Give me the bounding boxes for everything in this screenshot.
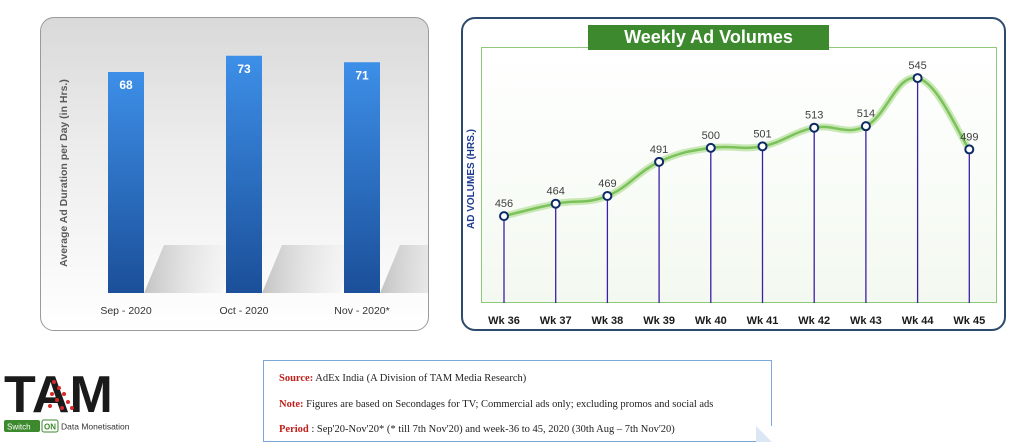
line-marker bbox=[912, 73, 923, 84]
note-text: Figures are based on Secondages for TV; … bbox=[303, 399, 714, 410]
bar-chart: 68 Sep - 2020 73 Oct - 2020 71 Nov - 2020* Av… bbox=[58, 55, 428, 317]
line-x-tick-label: Wk 44 bbox=[902, 315, 935, 327]
source-note-box: Source: AdEx India (A Division of TAM Me… bbox=[263, 360, 772, 442]
logo-switch-pill bbox=[4, 420, 40, 432]
page-fold bbox=[756, 426, 772, 442]
line-chart-title: Weekly Ad Volumes bbox=[588, 25, 829, 50]
logo-on: ON bbox=[44, 423, 56, 432]
logo-on-pill bbox=[41, 419, 59, 433]
line-data-label: 514 bbox=[857, 108, 875, 120]
line-data-label: 491 bbox=[650, 144, 668, 156]
period-line: Period : Sep'20-Nov'20* (* till 7th Nov'… bbox=[279, 424, 675, 435]
line-x-tick-label: Wk 39 bbox=[643, 315, 675, 327]
bar-data-label: 68 bbox=[119, 78, 133, 92]
line-x-tick-label: Wk 40 bbox=[695, 315, 727, 327]
line-data-label: 469 bbox=[598, 178, 616, 190]
bar-y-axis-label: Average Ad Duration per Day (in Hrs.) bbox=[58, 79, 70, 267]
bar-data-label: 71 bbox=[355, 68, 369, 82]
bar-x-tick-label: Oct - 2020 bbox=[219, 305, 268, 317]
period-key: Period bbox=[279, 424, 309, 435]
line-marker bbox=[964, 144, 975, 155]
line-data-label: 501 bbox=[753, 128, 771, 140]
note-key: Note: bbox=[279, 399, 304, 410]
line-marker bbox=[757, 141, 768, 152]
logo-red-dots bbox=[48, 380, 74, 410]
line-marker bbox=[860, 121, 871, 132]
line-marker bbox=[809, 122, 820, 133]
line-data-label: 456 bbox=[495, 198, 513, 210]
bar-shadow bbox=[144, 245, 242, 293]
bar-data-label: 73 bbox=[237, 62, 251, 76]
line-x-tick-label: Wk 43 bbox=[850, 315, 882, 327]
tam-logo: TAM Switch ON Data Monetisation bbox=[2, 362, 142, 438]
source-line: Source: AdEx India (A Division of TAM Me… bbox=[279, 373, 526, 384]
bar-x-tick-label: Sep - 2020 bbox=[100, 305, 152, 317]
note-line: Note: Figures are based on Secondages fo… bbox=[279, 399, 713, 410]
line-x-tick-label: Wk 38 bbox=[592, 315, 624, 327]
bar-x-tick-label: Nov - 2020* bbox=[334, 305, 389, 317]
logo-brand: TAM bbox=[4, 366, 113, 424]
bar-shadow bbox=[262, 245, 360, 293]
line-x-tick-label: Wk 36 bbox=[488, 315, 520, 327]
period-text: : Sep'20-Nov'20* (* till 7th Nov'20) and… bbox=[308, 424, 675, 435]
bar-chart-panel: 68 Sep - 2020 73 Oct - 2020 71 Nov - 2020* Av… bbox=[40, 17, 429, 331]
line-marker bbox=[654, 156, 665, 167]
line-data-label: 499 bbox=[960, 131, 978, 143]
bar-shadow bbox=[380, 245, 428, 293]
line-marker bbox=[550, 198, 561, 209]
line-x-tick-label: Wk 45 bbox=[953, 315, 985, 327]
line-x-tick-label: Wk 41 bbox=[747, 315, 779, 327]
line-marker bbox=[705, 142, 716, 153]
line-x-tick-label: Wk 37 bbox=[540, 315, 572, 327]
line-series bbox=[502, 76, 971, 218]
line-chart-panel: Weekly Ad Volumes AD VOLUMES (HRS.) 456 4… bbox=[461, 17, 1006, 331]
logo-tagline: Data Monetisation bbox=[61, 422, 130, 432]
line-data-label: 513 bbox=[805, 110, 823, 122]
line-marker bbox=[602, 190, 613, 201]
line-marker bbox=[499, 211, 509, 222]
bar bbox=[108, 72, 144, 293]
source-key: Source: bbox=[279, 373, 314, 384]
line-chart: AD VOLUMES (HRS.) 456 464 469 491 500 501 513 5… bbox=[466, 60, 985, 327]
line-x-tick-label: Wk 42 bbox=[798, 315, 830, 327]
line-data-label: 545 bbox=[908, 60, 926, 72]
logo-switch: Switch bbox=[7, 423, 31, 432]
line-plot-area bbox=[481, 47, 997, 303]
line-data-label: 464 bbox=[547, 186, 565, 198]
bar bbox=[226, 55, 262, 293]
source-text: AdEx India (A Division of TAM Media Rese… bbox=[313, 373, 527, 384]
line-data-label: 500 bbox=[702, 130, 720, 142]
bar bbox=[344, 62, 380, 293]
line-y-axis-label: AD VOLUMES (HRS.) bbox=[466, 129, 477, 229]
